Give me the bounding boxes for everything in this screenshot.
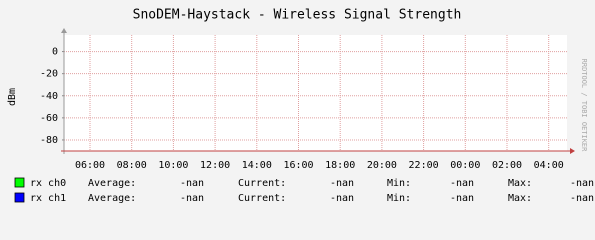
- legend-stat-label: Current:: [238, 178, 286, 189]
- legend-stat-label: Min:: [387, 193, 411, 204]
- legend-stat-label: Max:: [508, 193, 532, 204]
- watermark: RRDTOOL / TOBI OETIKER: [580, 59, 588, 153]
- x-tick-label: 00:00: [450, 160, 480, 171]
- y-tick-label: -20: [40, 69, 58, 80]
- legend-stat-value: -nan: [570, 178, 594, 189]
- legend-stat-value: -nan: [180, 193, 204, 204]
- x-tick-label: 04:00: [534, 160, 564, 171]
- y-tick-label: -60: [40, 113, 58, 124]
- legend-stat-value: -nan: [570, 193, 594, 204]
- legend-stat-value: -nan: [330, 178, 354, 189]
- x-tick-label: 16:00: [283, 160, 313, 171]
- legend-swatch: [14, 192, 25, 203]
- legend-stat-value: -nan: [450, 178, 474, 189]
- legend-label: rx ch0: [30, 178, 66, 189]
- x-tick-label: 08:00: [117, 160, 147, 171]
- y-tick-label: 0: [52, 47, 58, 58]
- x-tick-label: 10:00: [158, 160, 188, 171]
- legend-stat-label: Average:: [88, 178, 136, 189]
- chart: SnoDEM-Haystack - Wireless Signal Streng…: [7, 7, 595, 204]
- x-axis-arrow: [570, 148, 575, 154]
- x-tick-label: 20:00: [367, 160, 397, 171]
- legend-stat-label: Current:: [238, 193, 286, 204]
- legend-stat-label: Min:: [387, 178, 411, 189]
- y-tick-label: -40: [40, 91, 58, 102]
- legend-stat-label: Average:: [88, 193, 136, 204]
- chart-title: SnoDEM-Haystack - Wireless Signal Streng…: [133, 8, 462, 23]
- legend-stat-value: -nan: [330, 193, 354, 204]
- x-tick-label: 12:00: [200, 160, 230, 171]
- plot-area: [64, 35, 567, 151]
- x-tick-label: 06:00: [75, 160, 105, 171]
- x-tick-label: 22:00: [409, 160, 439, 171]
- y-axis-label: dBm: [7, 88, 18, 106]
- x-tick-label: 02:00: [492, 160, 522, 171]
- legend-stat-value: -nan: [450, 193, 474, 204]
- legend-stat-value: -nan: [180, 178, 204, 189]
- y-tick-label: -80: [40, 135, 58, 146]
- legend-stat-label: Max:: [508, 178, 532, 189]
- legend-swatch: [14, 177, 25, 188]
- legend-label: rx ch1: [30, 193, 66, 204]
- x-tick-label: 18:00: [325, 160, 355, 171]
- y-axis-arrow: [61, 28, 67, 33]
- x-tick-label: 14:00: [242, 160, 272, 171]
